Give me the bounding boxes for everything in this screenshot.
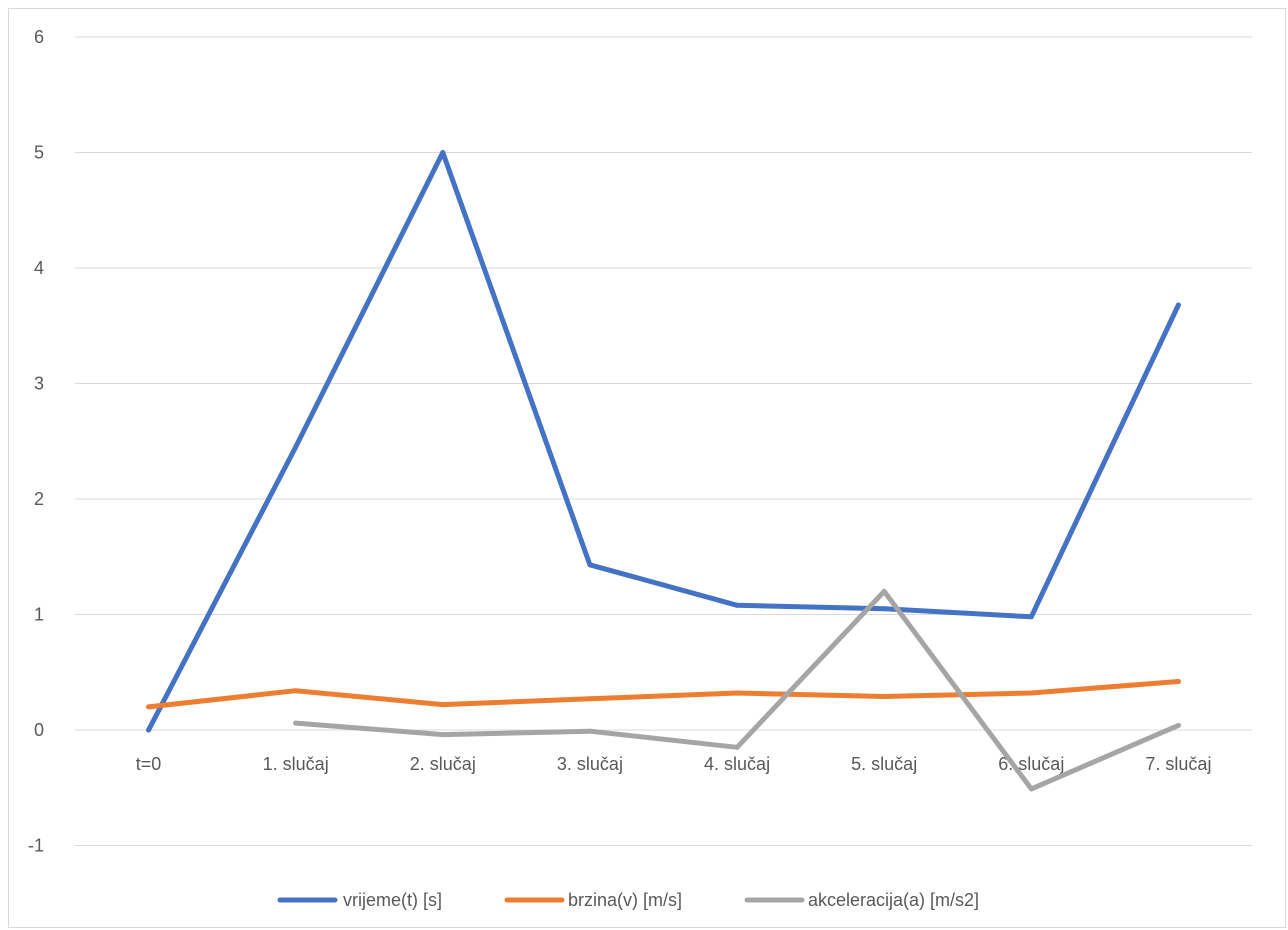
series-lines (146, 150, 1181, 792)
legend-label: akceleracija(a) [m/s2] (808, 890, 979, 910)
x-tick-label: 5. slučaj (851, 754, 917, 774)
data-point (440, 732, 446, 738)
data-point (1028, 614, 1034, 620)
y-tick-label: 3 (34, 374, 44, 394)
data-point (1175, 722, 1181, 728)
y-tick-label: 5 (34, 143, 44, 163)
data-point (1175, 302, 1181, 308)
data-point (587, 728, 593, 734)
y-axis-labels: -1 0 1 2 3 4 5 6 (28, 27, 44, 856)
x-axis-labels: t=0 1. slučaj 2. slučaj 3. slučaj 4. slučaj 5… (136, 754, 1212, 774)
x-tick-label: 1. slučaj (263, 754, 329, 774)
x-tick-label: t=0 (136, 754, 162, 774)
data-point (293, 688, 299, 694)
data-point (146, 704, 152, 710)
x-tick-label: 4. slučaj (704, 754, 770, 774)
gridlines (75, 36, 1252, 846)
data-point (734, 744, 740, 750)
data-point (293, 444, 299, 450)
data-point (881, 694, 887, 700)
data-point (1028, 786, 1034, 792)
data-point (587, 696, 593, 702)
y-tick-label: 0 (34, 720, 44, 740)
data-point (293, 720, 299, 726)
data-point (1175, 678, 1181, 684)
y-tick-label: 6 (34, 27, 44, 47)
y-tick-label: 1 (34, 605, 44, 625)
x-tick-label: 7. slučaj (1145, 754, 1211, 774)
legend-label: brzina(v) [m/s] (568, 890, 682, 910)
data-point (734, 690, 740, 696)
y-tick-label: 4 (34, 258, 44, 278)
data-point (881, 606, 887, 612)
x-tick-label: 2. slučaj (410, 754, 476, 774)
data-point (440, 150, 446, 155)
data-point (734, 602, 740, 608)
legend-label: vrijeme(t) [s] (343, 890, 442, 910)
chart-area (8, 8, 1286, 928)
legend: vrijeme(t) [s] brzina(v) [m/s] akceleracij… (277, 890, 979, 910)
y-tick-label: 2 (34, 489, 44, 509)
data-point (1028, 690, 1034, 696)
x-tick-label: 3. slučaj (557, 754, 623, 774)
series-line-1 (146, 679, 1181, 710)
series-line-0 (146, 150, 1181, 733)
data-point (587, 562, 593, 568)
data-point (146, 727, 152, 733)
y-tick-label: -1 (28, 836, 44, 856)
data-point (881, 588, 887, 594)
data-point (440, 702, 446, 708)
